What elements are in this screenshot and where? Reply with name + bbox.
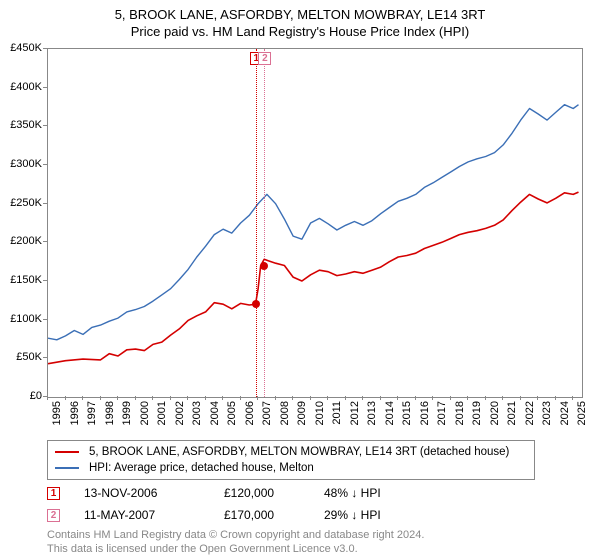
line-chart-svg [48,49,582,397]
series-property_price [48,192,579,364]
event-dot-1 [252,300,260,308]
ytick-label: £0 [0,390,42,402]
xtick-label: 1999 [121,401,133,431]
xtick-label: 2011 [331,401,343,431]
xtick-label: 1998 [104,401,116,431]
xtick-label: 2005 [226,401,238,431]
xtick-label: 2024 [559,401,571,431]
event-dot-2 [260,262,268,270]
xtick-label: 2016 [419,401,431,431]
event-row-2: 2 11-MAY-2007 £170,000 29% ↓ HPI [47,504,567,526]
xtick-label: 2023 [541,401,553,431]
events-table: 1 13-NOV-2006 £120,000 48% ↓ HPI 2 11-MA… [47,482,567,526]
ytick-label: £250K [0,197,42,209]
event-price-2: £170,000 [224,508,324,522]
footnote: Contains HM Land Registry data © Crown c… [47,528,424,556]
ytick-label: £100K [0,313,42,325]
event-row-1: 1 13-NOV-2006 £120,000 48% ↓ HPI [47,482,567,504]
event-price-1: £120,000 [224,486,324,500]
xtick-label: 2021 [506,401,518,431]
xtick-label: 2004 [209,401,221,431]
xtick-label: 2014 [384,401,396,431]
event-date-1: 13-NOV-2006 [84,486,224,500]
xtick-label: 2018 [454,401,466,431]
xtick-label: 2010 [314,401,326,431]
legend: 5, BROOK LANE, ASFORDBY, MELTON MOWBRAY,… [47,440,535,480]
ytick-label: £450K [0,42,42,54]
event-pct-2: 29% ↓ HPI [324,508,444,522]
xtick-label: 2020 [489,401,501,431]
xtick-label: 2022 [524,401,536,431]
title-block: 5, BROOK LANE, ASFORDBY, MELTON MOWBRAY,… [0,6,600,40]
legend-swatch-property [55,451,79,453]
ytick-label: £300K [0,158,42,170]
ytick-label: £50K [0,351,42,363]
xtick-label: 2009 [296,401,308,431]
xtick-label: 2003 [191,401,203,431]
xtick-label: 2007 [261,401,273,431]
legend-row-hpi: HPI: Average price, detached house, Melt… [55,460,527,476]
xtick-label: 2008 [279,401,291,431]
footnote-line-2: This data is licensed under the Open Gov… [47,542,424,556]
legend-swatch-hpi [55,467,79,469]
event-date-2: 11-MAY-2007 [84,508,224,522]
xtick-label: 2002 [174,401,186,431]
ytick-label: £350K [0,119,42,131]
xtick-label: 2025 [576,401,588,431]
legend-label-property: 5, BROOK LANE, ASFORDBY, MELTON MOWBRAY,… [89,446,509,458]
chart-container: 5, BROOK LANE, ASFORDBY, MELTON MOWBRAY,… [0,0,600,560]
legend-label-hpi: HPI: Average price, detached house, Melt… [89,462,314,474]
xtick-label: 2006 [244,401,256,431]
ytick-label: £200K [0,235,42,247]
xtick-label: 2000 [139,401,151,431]
footnote-line-1: Contains HM Land Registry data © Crown c… [47,528,424,542]
title-address: 5, BROOK LANE, ASFORDBY, MELTON MOWBRAY,… [0,6,600,23]
event-vline-2 [264,49,265,397]
ytick-label: £150K [0,274,42,286]
plot-area: 12 [47,48,583,398]
xtick-label: 1997 [86,401,98,431]
xtick-label: 2015 [401,401,413,431]
legend-row-property: 5, BROOK LANE, ASFORDBY, MELTON MOWBRAY,… [55,444,527,460]
event-vline-1 [256,49,257,397]
xtick-label: 2017 [436,401,448,431]
title-subtitle: Price paid vs. HM Land Registry's House … [0,23,600,40]
xtick-label: 1996 [69,401,81,431]
event-marker-1: 1 [47,487,60,500]
event-marker-2: 2 [47,509,60,522]
xtick-label: 2019 [471,401,483,431]
xtick-label: 1995 [51,401,63,431]
ytick-label: £400K [0,81,42,93]
xtick-label: 2012 [349,401,361,431]
xtick-label: 2001 [156,401,168,431]
event-pct-1: 48% ↓ HPI [324,486,444,500]
xtick-label: 2013 [366,401,378,431]
event-topmarker-2: 2 [258,52,271,65]
